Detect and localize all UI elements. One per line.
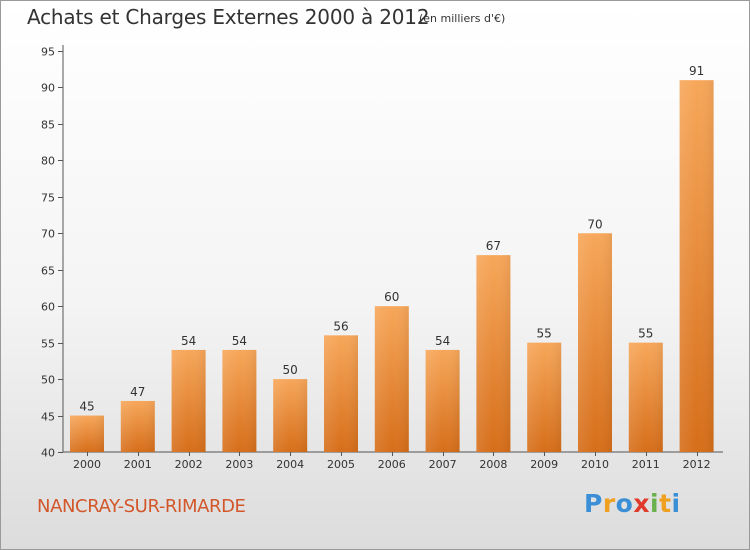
x-tick-label: 2009 (530, 458, 558, 471)
data-label: 70 (587, 217, 602, 231)
x-tick-label: 2011 (632, 458, 660, 471)
x-tick-label: 2005 (327, 458, 355, 471)
x-tick-label: 2004 (276, 458, 304, 471)
bar-shade (527, 342, 562, 452)
y-tick-label: 75 (41, 192, 55, 205)
data-label: 45 (79, 400, 94, 414)
x-tick-label: 2006 (378, 458, 406, 471)
y-tick-label: 60 (41, 301, 55, 314)
bar-shade (70, 415, 104, 452)
x-tick-label: 2010 (581, 458, 609, 471)
chart-subtitle: (en milliers d'€) (419, 12, 506, 25)
x-tick-label: 2008 (479, 458, 507, 471)
logo-letter: o (615, 489, 634, 518)
chart-title: Achats et Charges Externes 2000 à 2012 (27, 5, 430, 29)
x-tick-label: 2000 (73, 458, 101, 471)
y-tick-label: 65 (41, 265, 55, 278)
logo-letter: t (659, 489, 672, 518)
y-tick-label: 40 (41, 447, 55, 460)
bar-shade (273, 379, 308, 452)
data-label: 55 (638, 327, 653, 341)
location-label: NANCRAY-SUR-RIMARDE (37, 496, 246, 517)
data-label: 91 (689, 64, 704, 78)
x-tick-label: 2007 (429, 458, 457, 471)
bars (70, 80, 714, 452)
axes: 40 45 50 55 60 65 70 75 80 85 90 95 2000 2001 2002 2003… (41, 45, 723, 471)
y-tick-label: 55 (41, 338, 55, 351)
y-tick-label: 70 (41, 228, 55, 241)
data-label: 60 (384, 290, 399, 304)
bar-shade (476, 255, 511, 452)
data-label: 67 (486, 239, 501, 253)
data-label: 54 (181, 334, 196, 348)
x-tick-label: 2001 (124, 458, 152, 471)
logo-letter: P (584, 489, 603, 518)
data-label: 54 (232, 334, 247, 348)
proxiti-logo: Proxiti (584, 489, 681, 518)
y-tick-label: 90 (41, 82, 55, 95)
y-tick-label: 85 (41, 119, 55, 132)
y-tick-label: 45 (41, 411, 55, 424)
bar-shade (120, 400, 155, 452)
data-labels: 45 47 54 54 50 56 60 54 67 55 70 55 91 (79, 64, 704, 413)
bar-shade (222, 349, 257, 452)
logo-letter: r (602, 489, 616, 518)
x-tick-label: 2002 (175, 458, 203, 471)
x-tick-label: 2012 (683, 458, 711, 471)
data-label: 56 (333, 319, 348, 333)
data-label: 54 (435, 334, 450, 348)
y-tick-label: 80 (41, 155, 55, 168)
bar-shade (628, 342, 663, 452)
bar-shade (578, 233, 612, 452)
y-tick-label: 95 (41, 46, 55, 59)
bar-shade (324, 335, 358, 452)
y-tick-label: 50 (41, 374, 55, 387)
bar-shade (425, 349, 460, 452)
data-label: 50 (283, 363, 298, 377)
bar-shade (679, 80, 714, 452)
logo-letter: i (671, 489, 681, 518)
data-label: 55 (537, 327, 552, 341)
data-label: 47 (130, 385, 145, 399)
bar-shade (374, 306, 409, 452)
logo-letter: x (633, 489, 650, 518)
logo-letter: i (650, 489, 660, 518)
x-tick-label: 2003 (225, 458, 253, 471)
bar-shade (171, 349, 206, 452)
